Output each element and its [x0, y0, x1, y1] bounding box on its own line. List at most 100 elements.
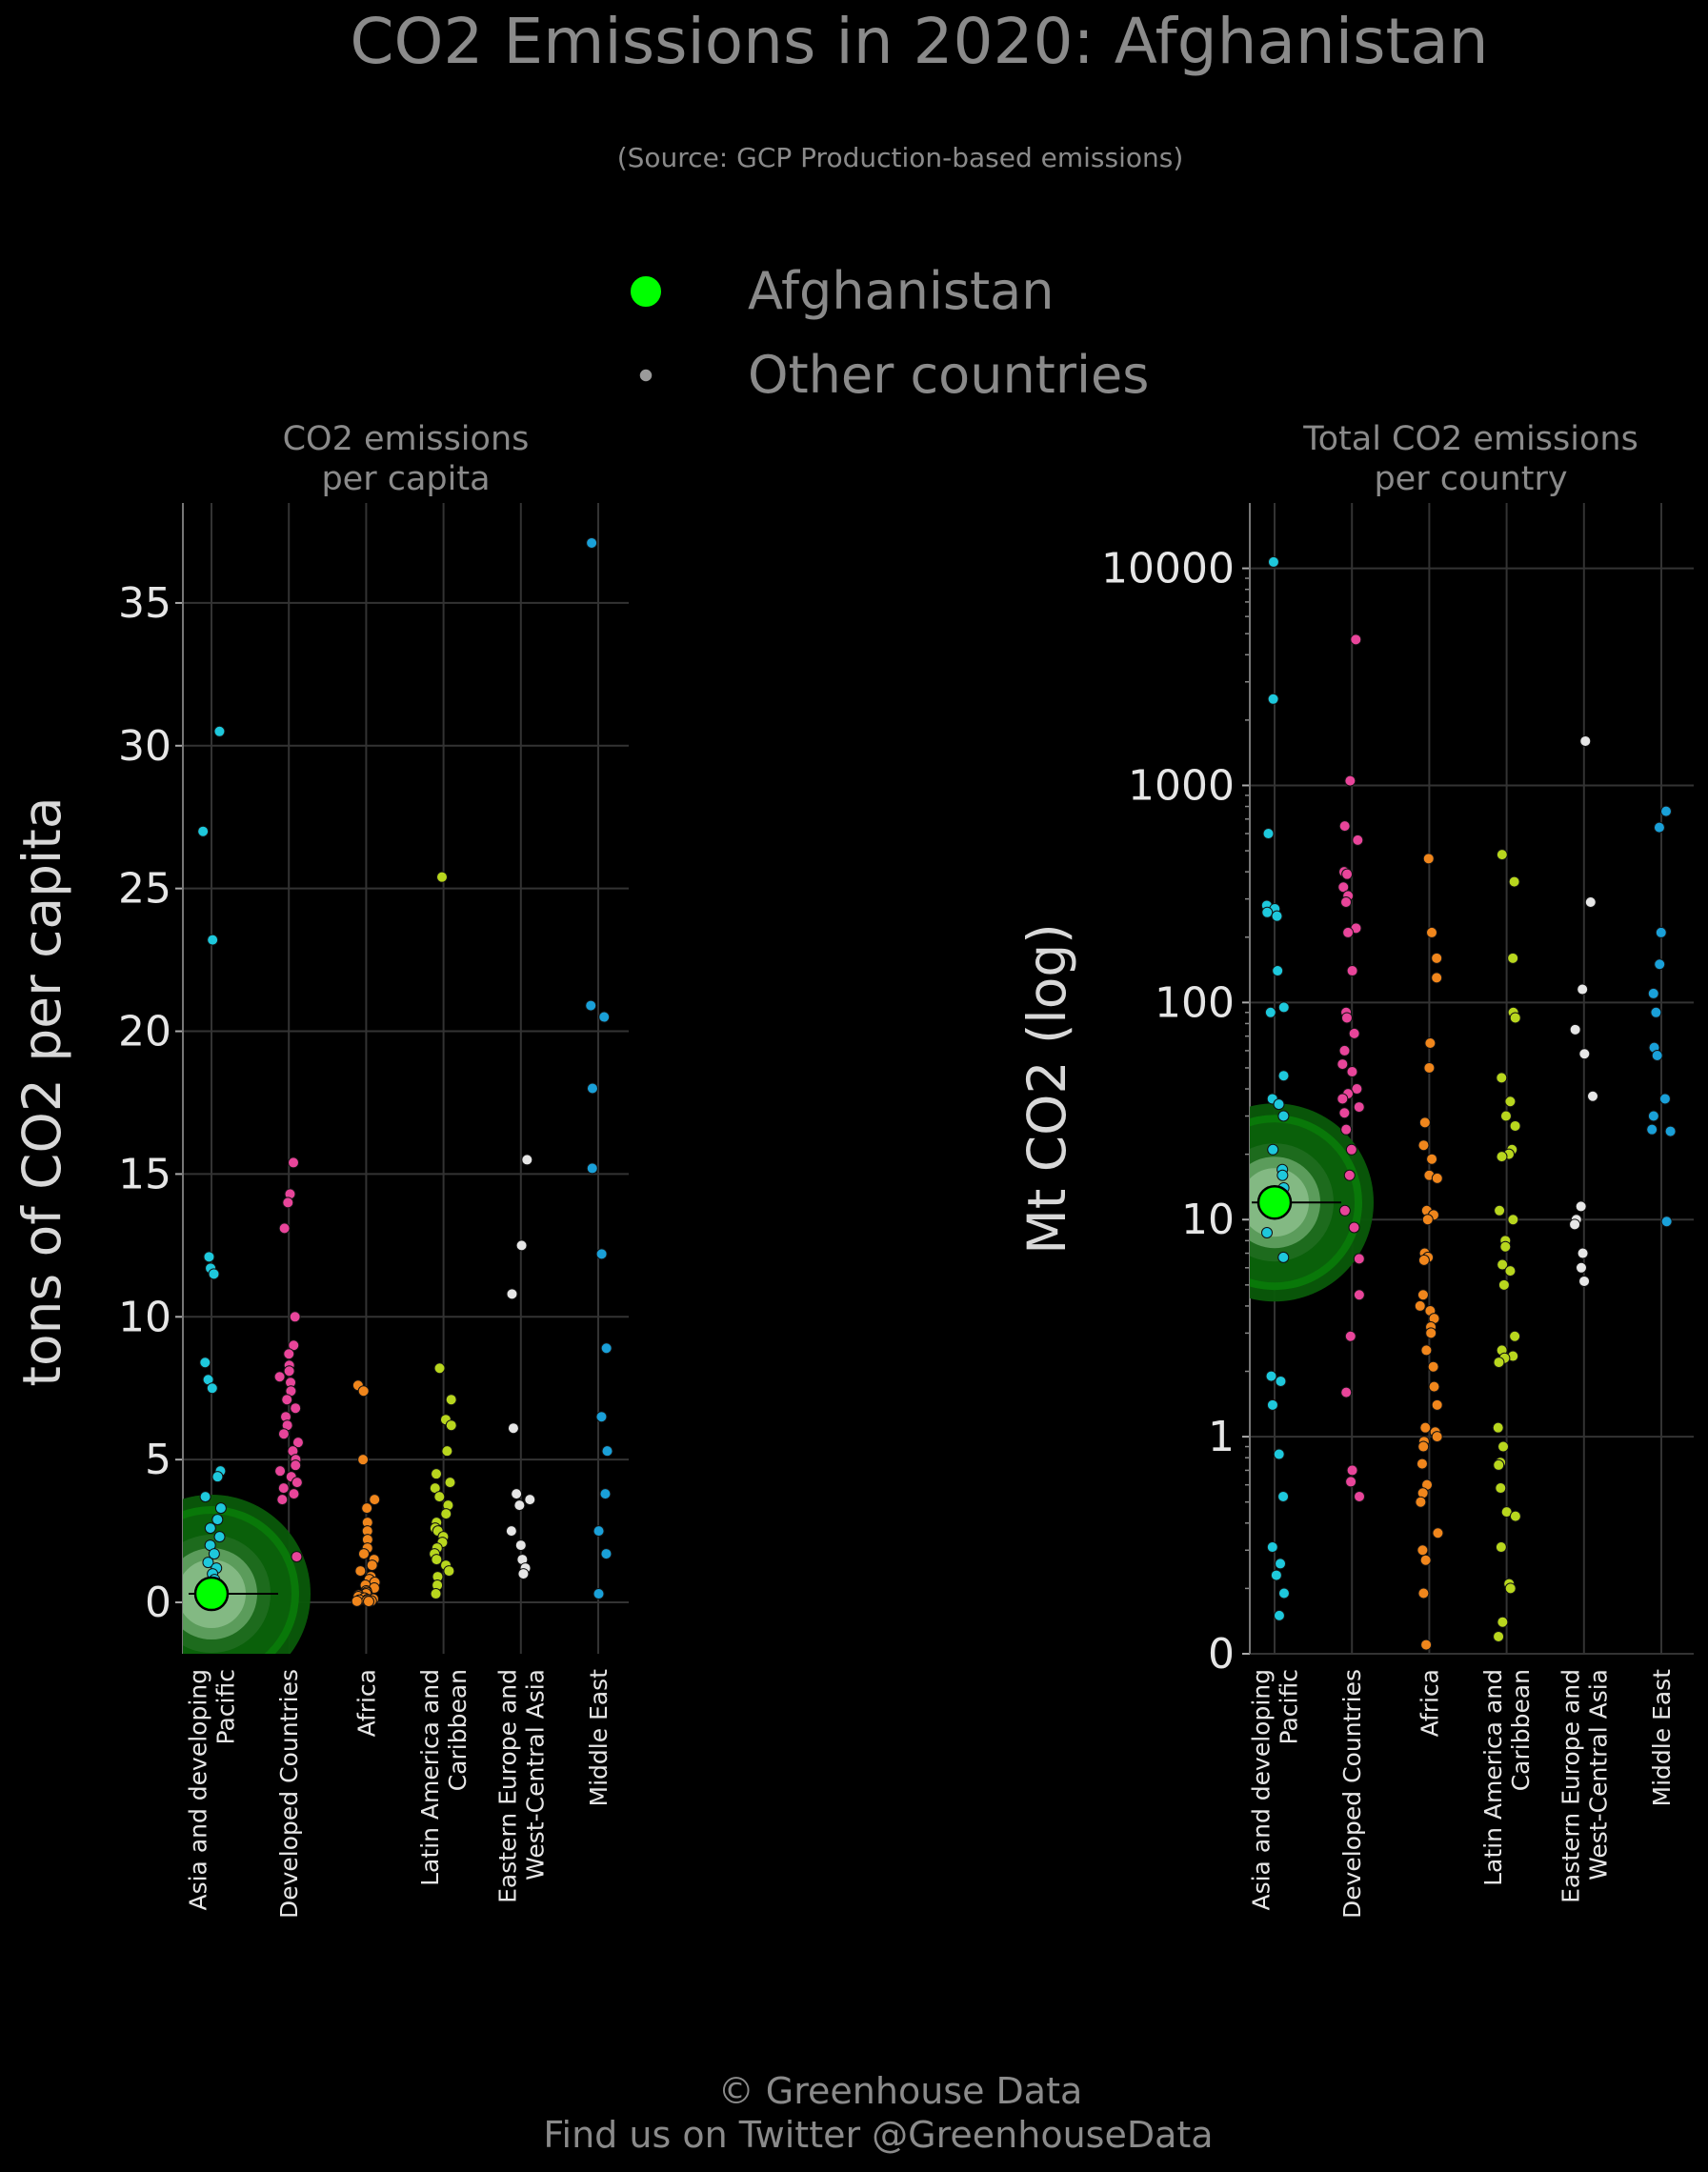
total-emissions-point-latin-america-and-caribbean: [1496, 1151, 1508, 1163]
total-emissions-point-latin-america-and-caribbean: [1495, 1541, 1507, 1554]
total-emissions-point-developed-countries: [1352, 834, 1364, 846]
per-capita-point-latin-america-and-caribbean: [444, 1477, 456, 1489]
total-emissions-point-africa: [1426, 1153, 1438, 1165]
total-emissions-point-africa: [1423, 1061, 1436, 1074]
per-capita-point-developed-countries: [273, 1371, 286, 1383]
total-emissions-point-developed-countries: [1346, 1464, 1358, 1477]
total-emissions-point-africa: [1431, 1172, 1443, 1184]
total-emissions-point-asia-and-developing-pacific: [1273, 1448, 1285, 1460]
total-emissions-point-eastern-europe-and-west-central-asia: [1587, 1090, 1599, 1102]
per-capita-point-developed-countries: [288, 1339, 300, 1352]
per-capita-category-label-eastern-europe-and-west-central-asia: West-Central Asia: [521, 1669, 549, 1880]
per-capita-category-label-asia-and-developing-pacific: Pacific: [212, 1669, 240, 1744]
per-capita-point-developed-countries: [283, 1365, 295, 1378]
per-capita-point-asia-and-developing-pacific: [211, 1471, 224, 1483]
per-capita-highlight-point: [193, 1576, 230, 1612]
per-capita-y-tick-label: 25: [118, 865, 171, 914]
total-emissions-point-asia-and-developing-pacific: [1277, 1490, 1290, 1502]
per-capita-point-middle-east: [598, 1011, 611, 1023]
total-emissions-point-africa: [1417, 1254, 1430, 1266]
total-emissions-point-africa: [1428, 1380, 1440, 1393]
total-emissions-y-tick-label: 1000: [1128, 761, 1235, 810]
total-emissions-point-asia-and-developing-pacific: [1277, 1251, 1290, 1263]
per-capita-y-tick-label: 0: [145, 1579, 171, 1627]
total-emissions-point-asia-and-developing-pacific: [1277, 1110, 1290, 1122]
total-emissions-point-africa: [1431, 972, 1443, 984]
total-emissions-point-latin-america-and-caribbean: [1492, 1421, 1504, 1434]
per-capita-point-eastern-europe-and-west-central-asia: [511, 1488, 523, 1500]
footer-twitter: Find us on Twitter @GreenhouseData: [543, 2114, 1213, 2156]
total-emissions-point-africa: [1416, 1458, 1428, 1470]
per-capita-category-label-middle-east: Middle East: [585, 1669, 613, 1807]
per-capita-point-asia-and-developing-pacific: [208, 1548, 220, 1560]
footer-copyright: © Greenhouse Data: [718, 2070, 1083, 2112]
total-emissions-point-developed-countries: [1345, 1476, 1357, 1488]
per-capita-point-middle-east: [600, 1342, 613, 1355]
total-emissions-point-latin-america-and-caribbean: [1509, 1012, 1521, 1024]
total-emissions-y-tick-label: 100: [1155, 978, 1235, 1027]
per-capita-point-developed-countries: [289, 1311, 301, 1323]
total-emissions-point-developed-countries: [1340, 1123, 1353, 1136]
total-emissions-category-label-eastern-europe-and-west-central-asia: West-Central Asia: [1584, 1669, 1612, 1880]
total-emissions-point-latin-america-and-caribbean: [1493, 1458, 1505, 1471]
total-emissions-point-developed-countries: [1340, 1012, 1353, 1024]
total-emissions-highlight-point: [1256, 1184, 1293, 1220]
per-capita-point-latin-america-and-caribbean: [441, 1445, 453, 1458]
per-capita-point-latin-america-and-caribbean: [433, 1362, 446, 1375]
per-capita-point-middle-east: [593, 1525, 605, 1538]
per-capita-category-label-latin-america-and-caribbean: Latin America and: [416, 1669, 444, 1886]
per-capita-point-africa: [357, 1454, 370, 1466]
total-emissions-point-latin-america-and-caribbean: [1504, 1582, 1517, 1595]
total-emissions-point-latin-america-and-caribbean: [1499, 1110, 1512, 1122]
per-capita-point-eastern-europe-and-west-central-asia: [524, 1494, 536, 1506]
total-emissions-point-asia-and-developing-pacific: [1265, 1370, 1277, 1382]
total-emissions-point-africa: [1432, 1527, 1444, 1539]
total-emissions-point-developed-countries: [1338, 1204, 1351, 1217]
total-emissions-point-latin-america-and-caribbean: [1497, 1278, 1510, 1291]
per-capita-point-asia-and-developing-pacific: [199, 1357, 211, 1369]
per-capita-category-label-asia-and-developing-pacific: Asia and developing: [185, 1669, 212, 1911]
per-capita-point-middle-east: [595, 1248, 608, 1260]
total-emissions-point-developed-countries: [1337, 881, 1350, 894]
total-emissions-point-middle-east: [1660, 805, 1673, 817]
total-emissions-point-latin-america-and-caribbean: [1497, 1258, 1509, 1271]
per-capita-point-middle-east: [585, 999, 597, 1012]
total-emissions-point-africa: [1431, 952, 1443, 964]
total-emissions-point-developed-countries: [1351, 1083, 1363, 1096]
per-capita-point-middle-east: [586, 1162, 598, 1175]
per-capita-point-asia-and-developing-pacific: [214, 1502, 227, 1515]
per-capita-point-developed-countries: [290, 1459, 302, 1472]
total-emissions-point-africa: [1421, 1214, 1434, 1226]
total-emissions-point-asia-and-developing-pacific: [1262, 828, 1275, 840]
total-emissions-point-africa: [1420, 1639, 1433, 1651]
per-capita-point-developed-countries: [281, 1394, 293, 1406]
total-emissions-point-africa: [1417, 1440, 1430, 1453]
total-emissions-point-developed-countries: [1345, 1143, 1357, 1156]
per-capita-point-developed-countries: [277, 1428, 290, 1440]
total-emissions-point-developed-countries: [1342, 926, 1355, 938]
chart-subtitle: (Source: GCP Production-based emissions): [617, 142, 1184, 173]
per-capita-point-eastern-europe-and-west-central-asia: [507, 1422, 519, 1435]
total-emissions-category-label-developed-countries: Developed Countries: [1338, 1669, 1366, 1919]
total-emissions-point-asia-and-developing-pacific: [1271, 910, 1283, 922]
total-emissions-category-label-middle-east: Middle East: [1648, 1669, 1676, 1807]
total-emissions-category-label-latin-america-and-caribbean: Caribbean: [1507, 1669, 1535, 1791]
total-emissions-point-latin-america-and-caribbean: [1504, 1096, 1517, 1108]
total-emissions-point-developed-countries: [1348, 1027, 1360, 1039]
legend-others-label: Other countries: [748, 345, 1149, 405]
per-capita-point-eastern-europe-and-west-central-asia: [514, 1539, 527, 1552]
per-capita-point-asia-and-developing-pacific: [197, 825, 210, 837]
per-capita-point-asia-and-developing-pacific: [211, 1514, 224, 1526]
total-emissions-point-latin-america-and-caribbean: [1509, 1510, 1521, 1522]
total-emissions-point-middle-east: [1655, 926, 1667, 938]
total-emissions-point-latin-america-and-caribbean: [1507, 1214, 1519, 1226]
per-capita-category-label-africa: Africa: [352, 1669, 380, 1737]
total-emissions-point-asia-and-developing-pacific: [1267, 1143, 1279, 1156]
total-emissions-point-middle-east: [1650, 1006, 1662, 1018]
total-emissions-point-eastern-europe-and-west-central-asia: [1575, 1261, 1587, 1274]
total-emissions-point-latin-america-and-caribbean: [1493, 1357, 1505, 1369]
per-capita-y-tick-label: 35: [118, 579, 171, 628]
total-emissions-point-middle-east: [1654, 958, 1666, 971]
total-emissions-point-africa: [1419, 1554, 1432, 1566]
